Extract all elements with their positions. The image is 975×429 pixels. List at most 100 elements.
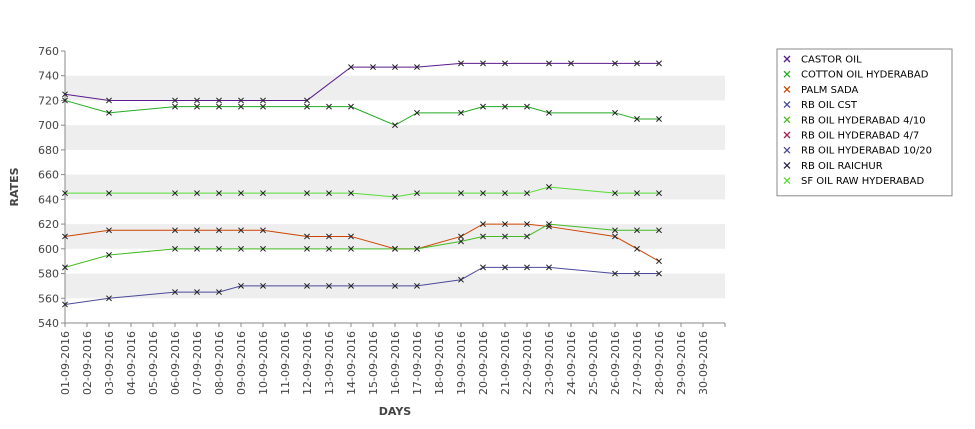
x-tick-label: 30-09-2016	[697, 331, 710, 395]
data-point	[260, 227, 266, 234]
data-point	[172, 103, 178, 110]
data-point	[656, 60, 662, 67]
y-tick-label: 760	[38, 45, 59, 58]
legend-label: CASTOR OIL	[801, 55, 862, 66]
legend-label: SF OIL RAW HYDERABAD	[801, 176, 924, 187]
x-tick-label: 11-09-2016	[279, 331, 292, 395]
data-point	[612, 190, 618, 197]
data-point	[62, 233, 68, 240]
y-tick-label: 660	[38, 169, 59, 182]
x-tick-label: 01-09-2016	[59, 331, 72, 395]
series-line	[64, 223, 659, 268]
data-point	[546, 109, 552, 116]
x-tick-label: 27-09-2016	[631, 331, 644, 395]
series-line	[64, 62, 659, 101]
data-point	[260, 282, 266, 289]
data-point	[106, 97, 112, 104]
legend-marker	[783, 131, 791, 139]
legend-marker	[783, 55, 791, 63]
data-point	[524, 190, 530, 197]
legend-marker	[783, 101, 791, 109]
x-tick-label: 24-09-2016	[565, 331, 578, 395]
data-point	[194, 245, 200, 252]
data-point	[612, 227, 618, 234]
data-point	[238, 190, 244, 197]
x-tick-label: 25-09-2016	[587, 331, 600, 395]
data-point	[414, 190, 420, 197]
legend-label: RB OIL RAICHUR	[801, 161, 883, 172]
grid-bands	[65, 75, 725, 299]
data-point	[194, 97, 200, 104]
legend-label: RB OIL HYDERABAD 10/20	[801, 146, 932, 157]
y-axis: 540 560 580 600 620 640 660 680 700 720 740 760	[38, 45, 66, 330]
legend-box	[776, 48, 953, 197]
y-tick-label: 640	[38, 193, 59, 206]
legend-marker	[783, 161, 791, 169]
grid-band	[65, 75, 725, 101]
data-point	[216, 190, 222, 197]
data-point	[634, 60, 640, 67]
x-tick-label: 13-09-2016	[323, 331, 336, 395]
data-point	[568, 60, 574, 67]
series-sf-oil-raw-hyderabad	[62, 184, 662, 200]
data-point	[524, 221, 530, 228]
data-point	[480, 221, 486, 228]
x-tick-label: 09-09-2016	[235, 331, 248, 395]
legend-label: RB OIL HYDERABAD 4/10	[801, 115, 926, 126]
data-point	[62, 264, 68, 271]
data-point	[458, 276, 464, 283]
data-point	[326, 233, 332, 240]
data-point	[502, 60, 508, 67]
series-castor-oil	[62, 60, 662, 104]
x-tick-label: 02-09-2016	[81, 331, 94, 395]
x-tick-label: 23-09-2016	[543, 331, 556, 395]
data-point	[62, 91, 68, 98]
data-point	[260, 97, 266, 104]
data-point	[304, 103, 310, 110]
data-point	[612, 270, 618, 277]
data-point	[238, 227, 244, 234]
x-tick-label: 17-09-2016	[411, 331, 424, 395]
data-point	[172, 97, 178, 104]
data-point	[326, 245, 332, 252]
series-layer	[62, 60, 662, 308]
data-point	[392, 193, 398, 200]
data-point	[634, 116, 640, 122]
x-axis-title: DAYS	[379, 405, 412, 418]
data-point	[106, 227, 112, 234]
data-point	[260, 245, 266, 252]
data-point	[546, 184, 552, 190]
x-tick-label: 08-09-2016	[213, 331, 226, 395]
data-point	[612, 233, 618, 240]
data-point	[106, 252, 112, 258]
data-point	[414, 282, 420, 289]
data-point	[458, 190, 464, 197]
series-line	[64, 99, 659, 126]
y-tick-label: 700	[38, 119, 59, 132]
data-point	[62, 97, 68, 104]
data-point	[392, 64, 398, 71]
y-tick-label: 720	[38, 94, 59, 107]
y-tick-label: 600	[38, 243, 59, 256]
x-tick-label: 21-09-2016	[499, 331, 512, 395]
data-point	[172, 227, 178, 234]
legend-label: COTTON OIL HYDERABAD	[801, 70, 929, 81]
data-point	[216, 227, 222, 234]
data-point	[106, 190, 112, 197]
x-tick-label: 29-09-2016	[675, 331, 688, 395]
data-point	[480, 190, 486, 197]
x-tick-label: 14-09-2016	[345, 331, 358, 395]
series-cotton-oil-hyderabad	[62, 97, 662, 129]
data-point	[656, 270, 662, 277]
grid-band	[65, 125, 725, 150]
y-axis-title: RATES	[8, 167, 21, 206]
data-point	[480, 233, 486, 240]
y-tick-label: 540	[38, 317, 59, 330]
legend-marker	[783, 70, 791, 78]
y-tick-label: 560	[38, 292, 59, 305]
legend: CASTOR OIL COTTON OIL HYDERABAD PALM SADA R…	[776, 48, 953, 197]
y-tick-label: 680	[38, 144, 59, 157]
series-line	[65, 186, 659, 198]
data-point	[194, 289, 200, 296]
